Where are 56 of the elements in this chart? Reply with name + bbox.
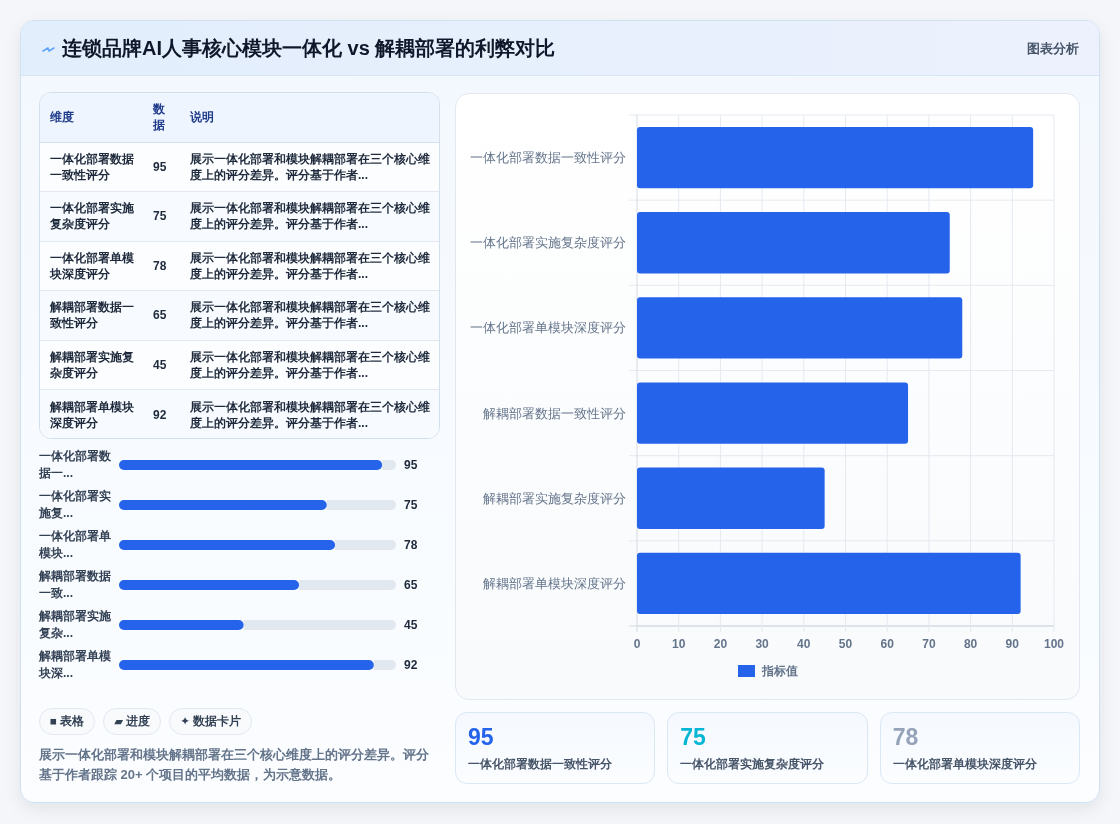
text: 展示一体化部署和模块解耦部署在三个核心维度上的评分差异。评分基于作者... <box>189 348 431 382</box>
y-tick-label: 解耦部署单模块深度评分 <box>483 575 626 591</box>
text: 说明 <box>189 109 215 127</box>
y-tick-label: 一体化部署数据一致性评分 <box>470 150 626 166</box>
y-tick-label: 解耦部署单模块深... <box>39 648 112 682</box>
x-tick-label: 20 <box>713 637 728 651</box>
x-tick-label: 90 <box>1005 637 1020 651</box>
data-label: 65 <box>404 578 418 592</box>
x-tick-label: 50 <box>838 637 853 651</box>
y-tick-label: 一体化部署实施复... <box>39 488 112 522</box>
x-tick-label: 80 <box>963 637 978 651</box>
x-tick-label: 10 <box>672 637 686 651</box>
x-tick-label: 40 <box>797 637 811 651</box>
x-tick-label: 30 <box>755 637 770 651</box>
data-label: 75 <box>404 498 418 512</box>
y-tick-label: 解耦部署实施复杂... <box>39 608 112 642</box>
y-tick-label: 一体化部署数据一... <box>39 448 112 482</box>
y-tick-label: 解耦部署数据一致性评分 <box>483 405 626 421</box>
data-label: 78 <box>892 723 919 752</box>
data-label: 45 <box>152 356 168 374</box>
legend-label: 指标值 <box>761 664 798 678</box>
data-label: 78 <box>152 257 168 275</box>
y-tick-label: 解耦部署实施复杂度评分 <box>483 490 626 506</box>
data-label: 75 <box>152 208 168 226</box>
text: 图表分析 <box>1027 40 1079 58</box>
data-label: 92 <box>404 658 418 672</box>
text: ✦ 数据卡片 <box>169 708 253 735</box>
x-tick-label: 0 <box>633 637 641 651</box>
text: 展示一体化部署和模块解耦部署在三个核心维度上的评分差异。评分基于作者... <box>189 200 431 234</box>
text: 展示一体化部署和模块解耦部署在三个核心维度上的评分差异。评分基于作者... <box>189 249 431 283</box>
y-tick-label: 一体化部署单模块深度评分 <box>470 320 626 336</box>
x-tick-label: 100 <box>1043 637 1065 651</box>
data-label: 95 <box>404 458 418 472</box>
data-label: 92 <box>152 406 168 424</box>
y-tick-label: 一体化部署实施复杂度评分 <box>470 235 626 251</box>
text: 展示一体化部署和模块解耦部署在三个核心维度上的评分差异。评分基于作者跟踪 20+ 个项目的平均数据，为示意数据。 <box>39 746 430 784</box>
text: ▰ 进度 <box>103 708 162 735</box>
data-label: 65 <box>152 307 168 325</box>
y-tick-label: 解耦部署数据一致... <box>39 568 112 602</box>
text: 连锁品牌AI人事核心模块一体化 vs 解耦部署的利弊对比 <box>62 36 556 61</box>
text: 展示一体化部署和模块解耦部署在三个核心维度上的评分差异。评分基于作者... <box>189 299 431 333</box>
x-tick-label: 60 <box>880 637 895 651</box>
text: 维度 <box>49 109 75 127</box>
text: 数据 <box>152 101 166 135</box>
x-tick-label: 70 <box>922 637 936 651</box>
text: 展示一体化部署和模块解耦部署在三个核心维度上的评分差异。评分基于作者... <box>189 398 431 432</box>
y-tick-label: 一体化部署单模块... <box>39 528 112 562</box>
category-label: 一体化部署实施复杂度评分 <box>680 756 825 772</box>
data-label: 75 <box>680 723 706 752</box>
data-label: 78 <box>404 538 418 552</box>
text: 展示一体化部署和模块解耦部署在三个核心维度上的评分差异。评分基于作者... <box>189 150 431 184</box>
text: ■ 表格 <box>39 708 96 735</box>
data-label: 45 <box>404 618 418 632</box>
data-label: 95 <box>468 723 494 752</box>
data-label: 95 <box>152 158 168 176</box>
category-label: 一体化部署单模块深度评分 <box>892 756 1037 772</box>
